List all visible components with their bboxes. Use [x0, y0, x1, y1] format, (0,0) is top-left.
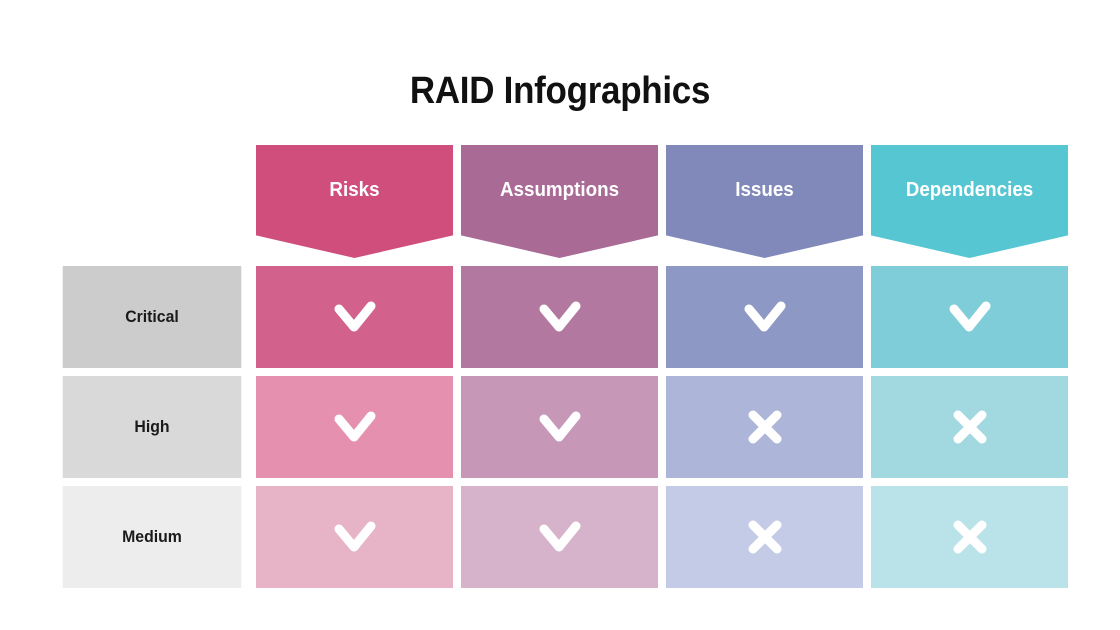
- matrix-cell[interactable]: [461, 376, 658, 478]
- check-icon: [331, 407, 379, 447]
- matrix-cell[interactable]: [666, 266, 863, 368]
- matrix-cell[interactable]: [871, 376, 1068, 478]
- column-header-label: Dependencies: [905, 179, 1034, 201]
- column-header-label: Issues: [735, 179, 794, 201]
- matrix-cell[interactable]: [871, 266, 1068, 368]
- column-header-label: Risks: [329, 179, 380, 201]
- check-icon: [946, 297, 994, 337]
- check-icon: [536, 407, 584, 447]
- column-header-risks[interactable]: Risks: [256, 145, 453, 258]
- page-title: RAID Infographics: [409, 70, 711, 112]
- matrix-cell[interactable]: [871, 486, 1068, 588]
- check-icon: [536, 517, 584, 557]
- column-header-dependencies[interactable]: Dependencies: [871, 145, 1068, 258]
- matrix-cell[interactable]: [666, 486, 863, 588]
- row-label-medium[interactable]: Medium: [62, 486, 242, 588]
- matrix-cell[interactable]: [256, 376, 453, 478]
- cross-icon: [744, 516, 786, 558]
- matrix-cell[interactable]: [666, 376, 863, 478]
- cross-icon: [744, 406, 786, 448]
- check-icon: [331, 297, 379, 337]
- column-header-issues[interactable]: Issues: [666, 145, 863, 258]
- cross-icon: [949, 406, 991, 448]
- row-label-critical[interactable]: Critical: [62, 266, 242, 368]
- matrix-cell[interactable]: [461, 266, 658, 368]
- matrix-cell[interactable]: [256, 486, 453, 588]
- check-icon: [536, 297, 584, 337]
- cross-icon: [949, 516, 991, 558]
- check-icon: [331, 517, 379, 557]
- row-label-high[interactable]: High: [62, 376, 242, 478]
- column-header-assumptions[interactable]: Assumptions: [461, 145, 658, 258]
- matrix-cell[interactable]: [461, 486, 658, 588]
- check-icon: [741, 297, 789, 337]
- column-header-label: Assumptions: [499, 179, 620, 201]
- matrix-cell[interactable]: [256, 266, 453, 368]
